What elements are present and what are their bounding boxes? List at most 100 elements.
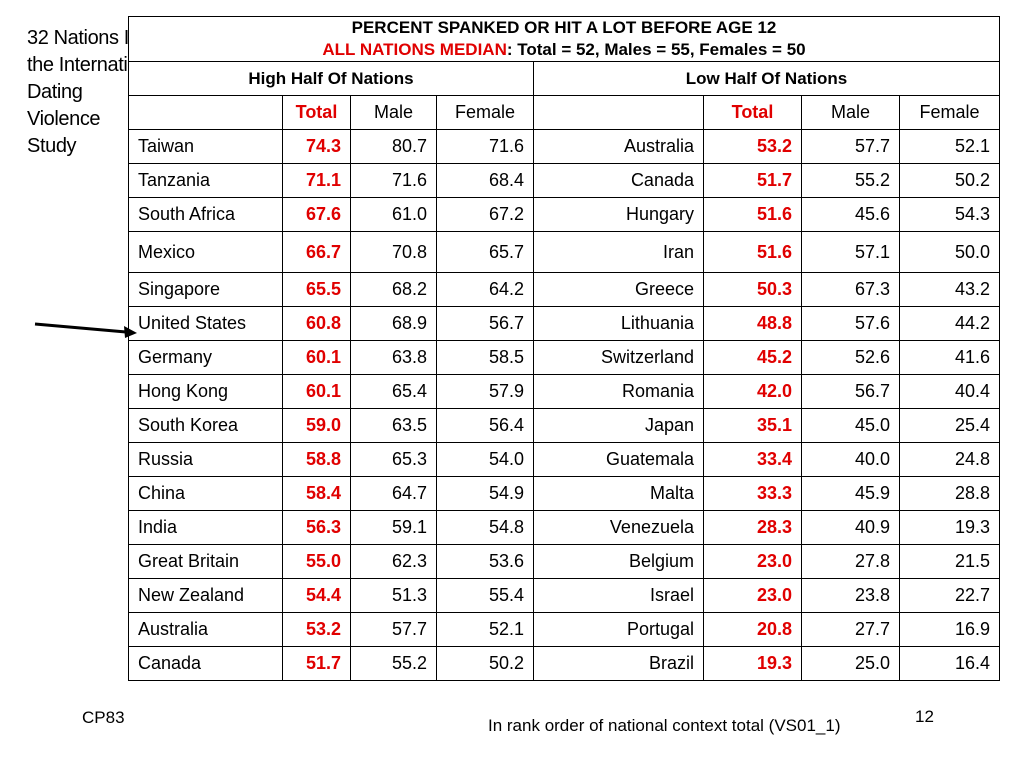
total-cell: 23.0 bbox=[703, 544, 802, 579]
nation-cell: Hong Kong bbox=[128, 374, 283, 409]
median-line: ALL NATIONS MEDIAN: Total = 52, Males = … bbox=[138, 39, 990, 61]
female-cell: 54.3 bbox=[899, 197, 1000, 232]
table-row: Mexico 66.7 70.8 65.7 Iran 51.6 57.1 50.0 bbox=[128, 231, 1000, 273]
total-cell: 66.7 bbox=[282, 231, 351, 273]
female-cell: 65.7 bbox=[436, 231, 534, 273]
nation-cell: Australia bbox=[128, 612, 283, 647]
nation-cell: Canada bbox=[128, 646, 283, 681]
table-row: India 56.3 59.1 54.8 Venezuela 28.3 40.9 19.3 bbox=[128, 510, 1000, 545]
table-row: Singapore 65.5 68.2 64.2 Greece 50.3 67.3 43.2 bbox=[128, 272, 1000, 307]
nation-cell: Malta bbox=[533, 476, 704, 511]
column-header-total: Total bbox=[703, 95, 802, 130]
female-cell: 57.9 bbox=[436, 374, 534, 409]
total-cell: 33.3 bbox=[703, 476, 802, 511]
female-cell: 53.6 bbox=[436, 544, 534, 579]
male-cell: 63.5 bbox=[350, 408, 437, 443]
side-label-line: Study bbox=[27, 135, 77, 157]
female-cell: 43.2 bbox=[899, 272, 1000, 307]
table-row: New Zealand 54.4 51.3 55.4 Israel 23.0 23.8 22.… bbox=[128, 578, 1000, 613]
nation-cell: Australia bbox=[533, 129, 704, 164]
male-cell: 27.8 bbox=[801, 544, 900, 579]
female-cell: 24.8 bbox=[899, 442, 1000, 477]
male-cell: 65.3 bbox=[350, 442, 437, 477]
total-cell: 54.4 bbox=[282, 578, 351, 613]
total-cell: 23.0 bbox=[703, 578, 802, 613]
female-cell: 16.4 bbox=[899, 646, 1000, 681]
total-cell: 35.1 bbox=[703, 408, 802, 443]
female-cell: 41.6 bbox=[899, 340, 1000, 375]
high-half-header: High Half Of Nations bbox=[128, 61, 534, 96]
female-cell: 52.1 bbox=[436, 612, 534, 647]
male-cell: 45.9 bbox=[801, 476, 900, 511]
table-title: PERCENT SPANKED OR HIT A LOT BEFORE AGE … bbox=[351, 18, 777, 37]
column-header-male: Male bbox=[801, 95, 900, 130]
male-cell: 62.3 bbox=[350, 544, 437, 579]
male-cell: 27.7 bbox=[801, 612, 900, 647]
female-cell: 54.0 bbox=[436, 442, 534, 477]
male-cell: 68.2 bbox=[350, 272, 437, 307]
total-cell: 60.1 bbox=[282, 340, 351, 375]
female-cell: 21.5 bbox=[899, 544, 1000, 579]
female-cell: 54.8 bbox=[436, 510, 534, 545]
total-cell: 56.3 bbox=[282, 510, 351, 545]
nation-cell: Tanzania bbox=[128, 163, 283, 198]
female-cell: 55.4 bbox=[436, 578, 534, 613]
female-cell: 52.1 bbox=[899, 129, 1000, 164]
male-cell: 57.6 bbox=[801, 306, 900, 341]
nation-cell: New Zealand bbox=[128, 578, 283, 613]
male-cell: 65.4 bbox=[350, 374, 437, 409]
female-cell: 19.3 bbox=[899, 510, 1000, 545]
nation-cell: Russia bbox=[128, 442, 283, 477]
female-cell: 16.9 bbox=[899, 612, 1000, 647]
male-cell: 23.8 bbox=[801, 578, 900, 613]
low-half-header: Low Half Of Nations bbox=[533, 61, 1000, 96]
table-row: Germany 60.1 63.8 58.5 Switzerland 45.2 52.6 41… bbox=[128, 340, 1000, 375]
table-row: Australia 53.2 57.7 52.1 Portugal 20.8 27.7 16.… bbox=[128, 612, 1000, 647]
total-cell: 20.8 bbox=[703, 612, 802, 647]
column-header-total: Total bbox=[282, 95, 351, 130]
nation-cell: Iran bbox=[533, 231, 704, 273]
male-cell: 57.7 bbox=[801, 129, 900, 164]
nation-cell: Germany bbox=[128, 340, 283, 375]
female-cell: 71.6 bbox=[436, 129, 534, 164]
nation-cell: South Korea bbox=[128, 408, 283, 443]
side-label-line: Dating bbox=[27, 81, 83, 103]
total-cell: 53.2 bbox=[282, 612, 351, 647]
nation-cell: Lithuania bbox=[533, 306, 704, 341]
table-title-cell: PERCENT SPANKED OR HIT A LOT BEFORE AGE … bbox=[128, 16, 1000, 62]
total-cell: 48.8 bbox=[703, 306, 802, 341]
male-cell: 56.7 bbox=[801, 374, 900, 409]
nation-cell: Romania bbox=[533, 374, 704, 409]
female-cell: 64.2 bbox=[436, 272, 534, 307]
footer-caption: In rank order of national context total … bbox=[488, 716, 841, 735]
male-cell: 55.2 bbox=[801, 163, 900, 198]
female-cell: 40.4 bbox=[899, 374, 1000, 409]
nation-cell: Switzerland bbox=[533, 340, 704, 375]
table-row: Russia 58.8 65.3 54.0 Guatemala 33.4 40.0 24.8 bbox=[128, 442, 1000, 477]
female-cell: 50.2 bbox=[436, 646, 534, 681]
nation-cell: Mexico bbox=[128, 231, 283, 273]
male-cell: 61.0 bbox=[350, 197, 437, 232]
female-cell: 67.2 bbox=[436, 197, 534, 232]
table-row: South Korea 59.0 63.5 56.4 Japan 35.1 45.0 25.4 bbox=[128, 408, 1000, 443]
male-cell: 25.0 bbox=[801, 646, 900, 681]
total-cell: 42.0 bbox=[703, 374, 802, 409]
total-cell: 55.0 bbox=[282, 544, 351, 579]
male-cell: 52.6 bbox=[801, 340, 900, 375]
total-cell: 53.2 bbox=[703, 129, 802, 164]
median-label: ALL NATIONS MEDIAN bbox=[322, 40, 507, 59]
arrow-right-icon bbox=[34, 322, 137, 338]
female-cell: 68.4 bbox=[436, 163, 534, 198]
female-cell: 56.4 bbox=[436, 408, 534, 443]
blank-header-cell bbox=[128, 95, 283, 130]
nation-cell: Portugal bbox=[533, 612, 704, 647]
total-cell: 51.7 bbox=[282, 646, 351, 681]
nation-cell: United States bbox=[128, 306, 283, 341]
total-cell: 65.5 bbox=[282, 272, 351, 307]
male-cell: 45.0 bbox=[801, 408, 900, 443]
side-label-line: 32 Nations In bbox=[27, 27, 140, 49]
total-cell: 33.4 bbox=[703, 442, 802, 477]
total-cell: 58.8 bbox=[282, 442, 351, 477]
nation-cell: China bbox=[128, 476, 283, 511]
female-cell: 50.0 bbox=[899, 231, 1000, 273]
